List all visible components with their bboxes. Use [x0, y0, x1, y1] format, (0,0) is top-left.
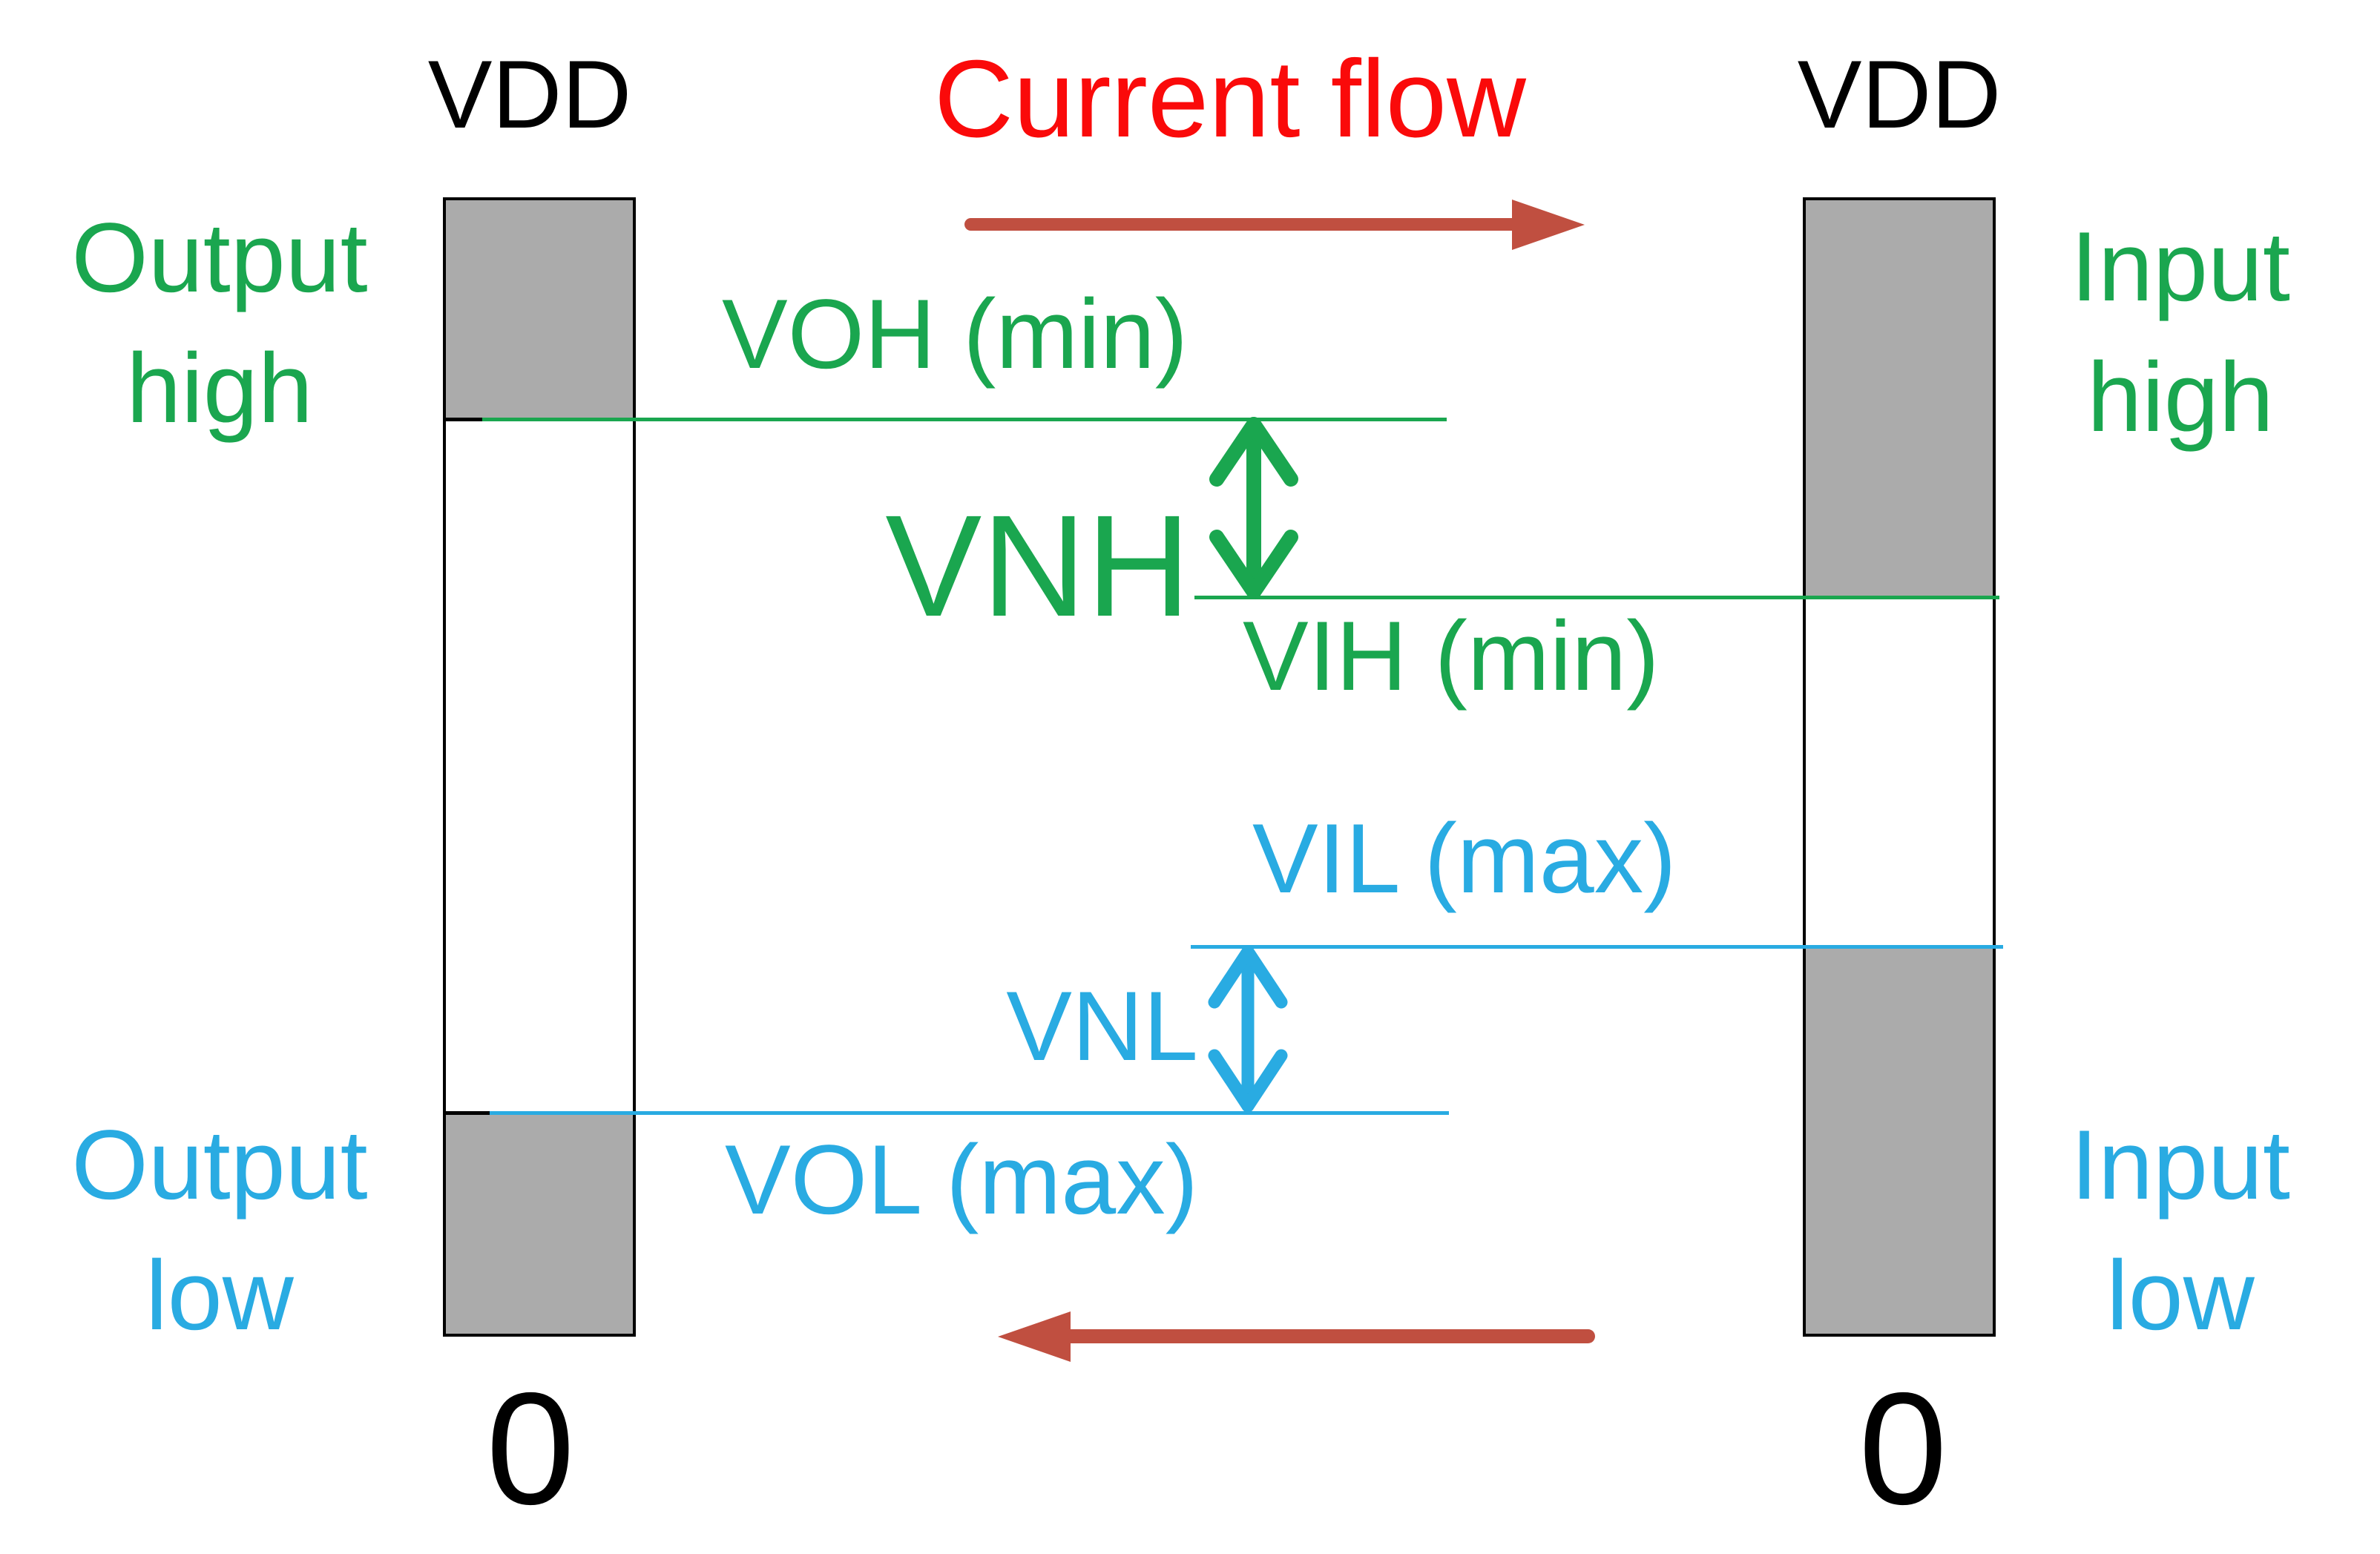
output-rail-bar — [443, 197, 636, 1337]
current-flow-right-arrow-head — [1512, 200, 1585, 250]
voh-label: VOH (min) — [722, 280, 1189, 389]
input-high-label-line2: high — [2087, 343, 2274, 452]
zero-right-label: 0 — [1858, 1359, 1947, 1538]
vil-level-line — [1191, 945, 2003, 949]
output-low-region — [446, 1113, 633, 1334]
vol-label: VOL (max) — [725, 1125, 1198, 1235]
input-rail-bar — [1803, 197, 1996, 1337]
vdd-right-label: VDD — [1797, 40, 2002, 148]
current-flow-label: Current flow — [934, 38, 1526, 160]
vol-level-tick — [443, 1111, 490, 1115]
vnl-label: VNL — [1006, 972, 1198, 1081]
current-flow-left-arrow-shaft — [1071, 1329, 1595, 1343]
input-high-label-line1: Input — [2071, 212, 2290, 322]
current-flow-left-arrow-head — [998, 1311, 1071, 1362]
vil-label: VIL (max) — [1252, 804, 1677, 914]
vol-level-line — [490, 1111, 1449, 1115]
output-high-label-line2: high — [126, 334, 313, 444]
input-low-label-line1: Input — [2071, 1110, 2290, 1220]
output-high-region — [446, 200, 633, 419]
vih-label: VIH (min) — [1243, 602, 1660, 711]
input-low-region — [1806, 946, 1993, 1334]
vih-level-line — [1194, 596, 1999, 599]
voh-level-line — [482, 418, 1447, 421]
vnl-double-arrow-icon — [1208, 945, 1288, 1113]
input-low-label-line2: low — [2106, 1241, 2255, 1351]
zero-left-label: 0 — [486, 1359, 575, 1538]
output-low-label-line2: low — [145, 1241, 294, 1351]
vnh-label: VNH — [885, 485, 1191, 647]
input-high-region — [1806, 200, 1993, 597]
current-flow-right-arrow-shaft — [964, 218, 1513, 231]
voh-level-tick — [443, 418, 482, 421]
output-low-label-line1: Output — [71, 1110, 368, 1220]
vdd-left-label: VDD — [427, 40, 632, 148]
output-high-label-line1: Output — [71, 203, 368, 313]
vnh-double-arrow-icon — [1209, 417, 1298, 599]
